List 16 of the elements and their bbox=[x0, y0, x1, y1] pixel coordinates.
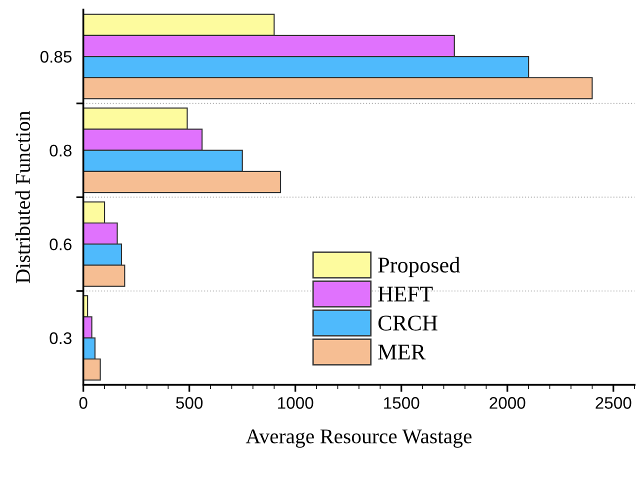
y-tick-label: 0.6 bbox=[50, 238, 72, 250]
y-tick-label: 0.85 bbox=[40, 50, 72, 63]
x-tick-label: 1000 bbox=[278, 397, 314, 409]
y-tick-label: 0.3 bbox=[50, 332, 72, 344]
x-tick-label: 1500 bbox=[384, 397, 420, 409]
x-tick-label: 0 bbox=[79, 397, 88, 409]
x-tick-label: 500 bbox=[176, 397, 203, 409]
y-tick-label: 0.8 bbox=[50, 144, 72, 157]
x-axis-title: Average Resource Wastage bbox=[246, 429, 472, 448]
legend-label: MER bbox=[378, 344, 426, 360]
legend-label: Proposed bbox=[378, 256, 460, 278]
legend-label: HEFT bbox=[378, 286, 433, 302]
x-tick-label: 2500 bbox=[596, 397, 632, 409]
legend-label: CRCH bbox=[378, 316, 438, 331]
y-axis-title: Distributed Function bbox=[15, 111, 30, 284]
x-tick-label: 2000 bbox=[490, 397, 526, 409]
